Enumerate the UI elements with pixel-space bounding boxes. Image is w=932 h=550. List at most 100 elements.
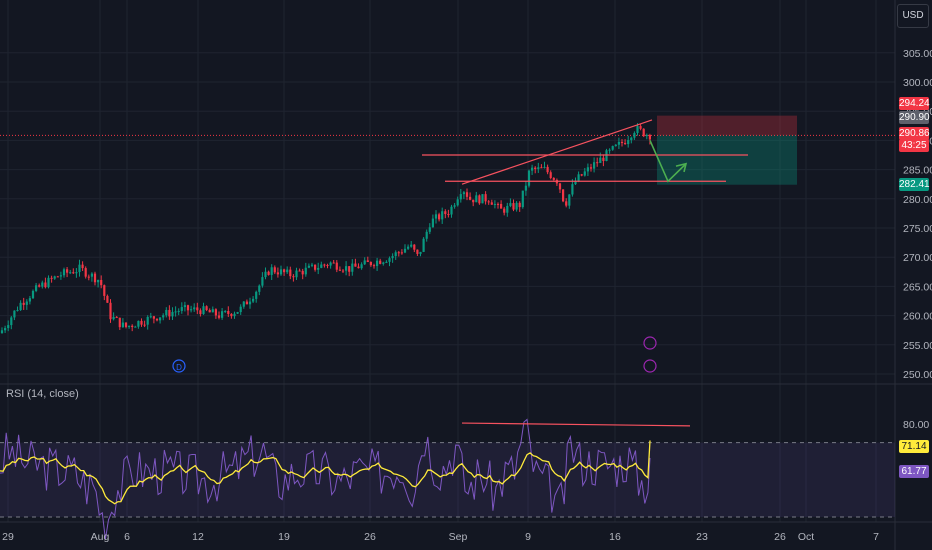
- candle-body: [75, 272, 78, 274]
- candle-body: [41, 282, 44, 287]
- candle-body: [25, 301, 28, 305]
- rsi-tick-label: 80.00: [903, 419, 929, 431]
- candle-body: [360, 264, 363, 269]
- candle-body: [22, 302, 25, 305]
- candle-body: [292, 276, 295, 278]
- candle-body: [496, 203, 500, 205]
- event-marker-flash: [643, 359, 657, 373]
- candle-body: [131, 325, 134, 327]
- candle-body: [469, 196, 472, 200]
- candle-body: [332, 262, 335, 264]
- candle-body: [354, 263, 357, 267]
- candle-body: [648, 134, 651, 140]
- event-marker-plus: [643, 336, 657, 350]
- candle-body: [599, 157, 602, 164]
- candle-body: [571, 184, 574, 195]
- candle-body: [31, 290, 35, 299]
- candle-body: [149, 316, 152, 318]
- candle-body: [143, 324, 146, 326]
- candle-body: [481, 194, 484, 204]
- candle-body: [0, 330, 4, 334]
- candle-body: [97, 280, 100, 283]
- candle-body: [4, 328, 7, 331]
- candle-body: [236, 312, 239, 314]
- candle-body: [214, 309, 217, 316]
- candle-body: [627, 140, 630, 145]
- candle-body: [642, 128, 645, 137]
- candle-body: [162, 315, 165, 318]
- candle-body: [441, 211, 444, 220]
- candle-body: [301, 270, 304, 275]
- candle-body: [614, 144, 617, 147]
- candle-body: [558, 183, 562, 190]
- candle-body: [7, 325, 10, 329]
- candle-body: [211, 309, 214, 313]
- candle-body: [202, 306, 205, 315]
- risk-reward-zones[interactable]: [0, 115, 895, 185]
- candle-body: [493, 203, 496, 205]
- candle-body: [87, 276, 90, 278]
- candle-body: [103, 285, 106, 296]
- candle-body: [568, 194, 571, 206]
- rsi-divergence-line: [461, 422, 691, 427]
- candle-body: [363, 260, 366, 265]
- candle-body: [487, 201, 490, 203]
- candle-body: [180, 307, 183, 311]
- candle-body: [258, 285, 261, 292]
- candle-body: [283, 269, 286, 273]
- candle-body: [639, 126, 642, 129]
- projection-arrowhead: [675, 162, 688, 173]
- candle-body: [515, 202, 518, 210]
- candle-body: [537, 167, 540, 170]
- candle-body: [456, 199, 459, 206]
- candle-body: [565, 201, 568, 206]
- candle-body: [422, 238, 425, 252]
- candle-body: [428, 227, 431, 232]
- time-axis-label: Sep: [449, 531, 468, 543]
- candle-body: [341, 270, 345, 272]
- rsi-title[interactable]: RSI (14, close): [6, 388, 79, 400]
- candle-body: [459, 194, 462, 200]
- candle-body: [562, 189, 565, 202]
- candle-body: [407, 246, 410, 249]
- target-price-badge: 282.41: [899, 178, 930, 191]
- candle-body: [500, 203, 503, 209]
- candle-body: [596, 162, 599, 164]
- candle-body: [267, 271, 270, 275]
- candle-body: [289, 269, 292, 277]
- candle-body: [304, 267, 307, 275]
- candle-body: [419, 251, 422, 254]
- time-axis-label: 7: [873, 531, 879, 543]
- candle-body: [146, 316, 149, 325]
- candle-body: [527, 170, 531, 186]
- candle-body: [205, 306, 208, 311]
- candle-body: [224, 310, 227, 312]
- trend-drawings[interactable]: D: [172, 119, 748, 373]
- rsi-value-badge: 61.77: [899, 465, 929, 478]
- candle-body: [81, 264, 84, 269]
- time-axis-label: 29: [2, 531, 14, 543]
- candle-body: [326, 265, 329, 267]
- candle-body: [484, 194, 487, 202]
- currency-selector[interactable]: USD: [897, 4, 929, 28]
- candle-body: [109, 302, 112, 320]
- candle-body: [583, 171, 586, 176]
- candle-body: [540, 167, 543, 169]
- candle-body: [620, 141, 624, 144]
- candle-body: [50, 277, 53, 279]
- candle-body: [118, 317, 121, 328]
- rsi-line: [0, 418, 651, 540]
- candle-body: [137, 320, 140, 327]
- candle-body: [376, 260, 379, 267]
- candle-body: [242, 301, 245, 307]
- candle-body: [593, 162, 596, 169]
- candle-body: [608, 149, 611, 151]
- time-axis-label: Aug: [91, 531, 110, 543]
- high-price-badge: 290.90: [899, 111, 930, 124]
- candle-body: [155, 318, 159, 321]
- candle-body: [38, 285, 41, 287]
- candle-body: [438, 214, 441, 220]
- candle-body: [589, 167, 593, 169]
- candle-body: [630, 137, 633, 141]
